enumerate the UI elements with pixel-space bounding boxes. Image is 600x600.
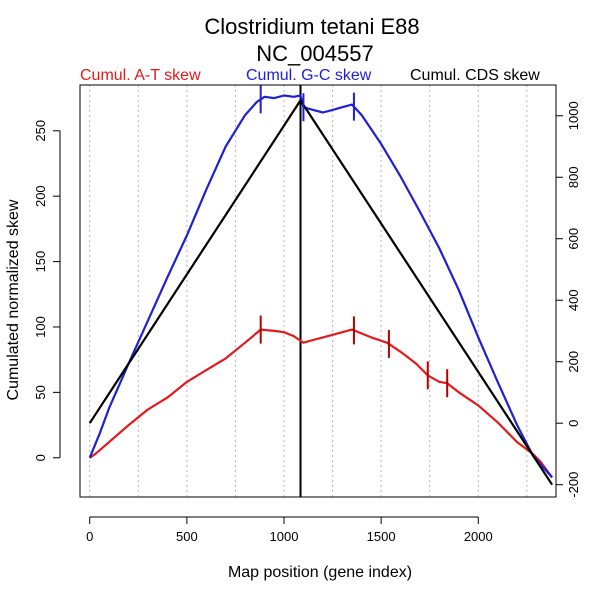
legend-gc-skew: Cumul. G-C skew	[246, 67, 372, 84]
y-tick-label: 250	[33, 120, 48, 142]
x-axis-label: Map position (gene index)	[228, 564, 412, 581]
y2-tick-label: -200	[566, 472, 581, 498]
y-axis-label: Cumulated normalized skew	[5, 199, 22, 400]
y2-tick-label: 0	[566, 420, 581, 427]
x-tick-label: 2000	[464, 529, 493, 544]
cds-skew-line	[88, 99, 554, 486]
chart-subtitle: NC_004557	[256, 41, 373, 66]
y2-tick-label: 1000	[566, 101, 581, 130]
axes: 0 500 1000 1500 2000 0 50 100 150 200 250 -200 0 200 4…	[33, 84, 581, 544]
y2-tick-label: 400	[566, 289, 581, 311]
y-tick-label: 100	[33, 316, 48, 338]
chart-title: Clostridium tetani E88	[204, 14, 419, 39]
x-tick-label: 0	[86, 529, 93, 544]
gc-skew-line	[88, 94, 553, 479]
series-tick-marks	[259, 85, 449, 398]
x-tick-label: 500	[176, 529, 198, 544]
at-skew-line	[89, 328, 553, 479]
series-lines	[88, 94, 554, 486]
plot-frame	[79, 84, 557, 498]
y-tick-label: 200	[33, 185, 48, 207]
x-tick-label: 1500	[367, 529, 396, 544]
legend-at-skew: Cumul. A-T skew	[80, 67, 201, 84]
y-tick-label: 50	[33, 385, 48, 399]
y-tick-label: 0	[33, 454, 48, 461]
y2-tick-label: 600	[566, 228, 581, 250]
legend-cds-skew: Cumul. CDS skew	[410, 67, 540, 84]
y2-tick-label: 800	[566, 166, 581, 188]
y2-tick-label: 200	[566, 351, 581, 373]
vertical-gridlines	[89, 85, 528, 497]
x-tick-label: 1000	[270, 529, 299, 544]
y-tick-label: 150	[33, 251, 48, 273]
